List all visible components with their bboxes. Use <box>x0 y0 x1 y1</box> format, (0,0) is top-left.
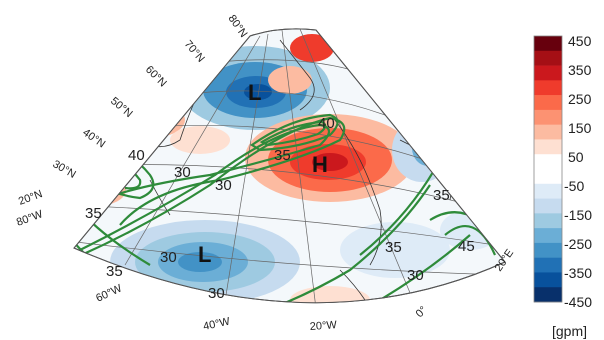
colorbar-swatch <box>534 213 562 229</box>
colorbar-swatches <box>534 36 562 303</box>
colorbar-swatch <box>534 80 562 96</box>
contour-label: 30 <box>407 267 424 284</box>
map-sector-outline <box>73 28 506 304</box>
contour-label: 45 <box>458 238 475 255</box>
colorbar-tick: 50 <box>568 149 584 165</box>
colorbar-tick: 250 <box>568 91 592 107</box>
colorbar-swatch <box>534 242 562 258</box>
colorbar-swatch <box>534 36 562 52</box>
contour-label: 30 <box>160 249 177 266</box>
high-pressure-label: H <box>312 152 328 177</box>
colorbar-swatch <box>534 169 562 185</box>
colorbar-swatch <box>534 257 562 273</box>
lat-label-80n: 80°N <box>226 13 250 40</box>
colorbar-tick: 350 <box>568 62 592 78</box>
colorbar-swatch <box>534 124 562 140</box>
colorbar-tick: -350 <box>564 265 592 281</box>
lat-label-40n: 40°N <box>80 127 107 151</box>
lat-label-50n: 50°N <box>108 95 135 120</box>
contour-label: 35 <box>85 205 102 222</box>
colorbar-swatch <box>534 287 562 303</box>
colorbar-tick: -450 <box>564 294 592 310</box>
contour-label: 35 <box>274 147 291 164</box>
colorbar-swatch <box>534 183 562 199</box>
contour-label: 40 <box>128 147 145 164</box>
contour-label: 35 <box>433 187 450 204</box>
contour-label: 40 <box>318 115 335 132</box>
colorbar-tick: -150 <box>564 207 592 223</box>
colorbar-swatch <box>534 154 562 170</box>
low-pressure-label: L <box>248 80 261 105</box>
colorbar-swatch <box>534 109 562 125</box>
contour-label: 30 <box>174 164 191 181</box>
colorbar-tick: 450 <box>568 34 592 49</box>
colorbar-swatch <box>534 95 562 111</box>
colorbar-swatch <box>534 139 562 155</box>
colorbar-ticks: 450 350 250 150 50 -50 -150 -250 -350 -4… <box>564 34 592 310</box>
contour-label: 35 <box>385 239 402 256</box>
contour-label: 30 <box>208 285 225 302</box>
contour-label: 35 <box>106 263 123 280</box>
lat-label-70n: 70°N <box>182 38 207 65</box>
colorbar-swatch <box>534 50 562 66</box>
colorbar-frame <box>533 35 563 303</box>
colorbar-legend: 450 350 250 150 50 -50 -150 -250 -350 -4… <box>533 34 592 339</box>
lon-label-80w: 80°W <box>15 208 45 229</box>
lat-label-30n: 30°N <box>51 158 78 181</box>
colorbar-swatch <box>534 198 562 214</box>
lon-label-0: 0° <box>414 304 430 320</box>
contour-labels: 40 40 35 30 35 30 35 30 30 35 30 35 45 <box>85 115 475 302</box>
colorbar-swatch <box>534 65 562 81</box>
colorbar-tick: -50 <box>564 178 584 194</box>
lon-label-60w: 60°W <box>94 282 124 305</box>
colorbar-tick: 150 <box>568 120 592 136</box>
colorbar-swatch <box>534 228 562 244</box>
lat-label-20n: 20°N <box>17 188 44 208</box>
contour-label: 30 <box>215 177 232 194</box>
colorbar-swatch <box>534 272 562 288</box>
lat-label-60n: 60°N <box>143 64 169 90</box>
lon-label-40w: 40°W <box>202 315 232 332</box>
low-pressure-label: L <box>198 242 211 267</box>
colorbar-unit: [gpm] <box>552 323 587 339</box>
lon-label-20w: 20°W <box>309 319 337 333</box>
colorbar-tick: -250 <box>564 236 592 252</box>
